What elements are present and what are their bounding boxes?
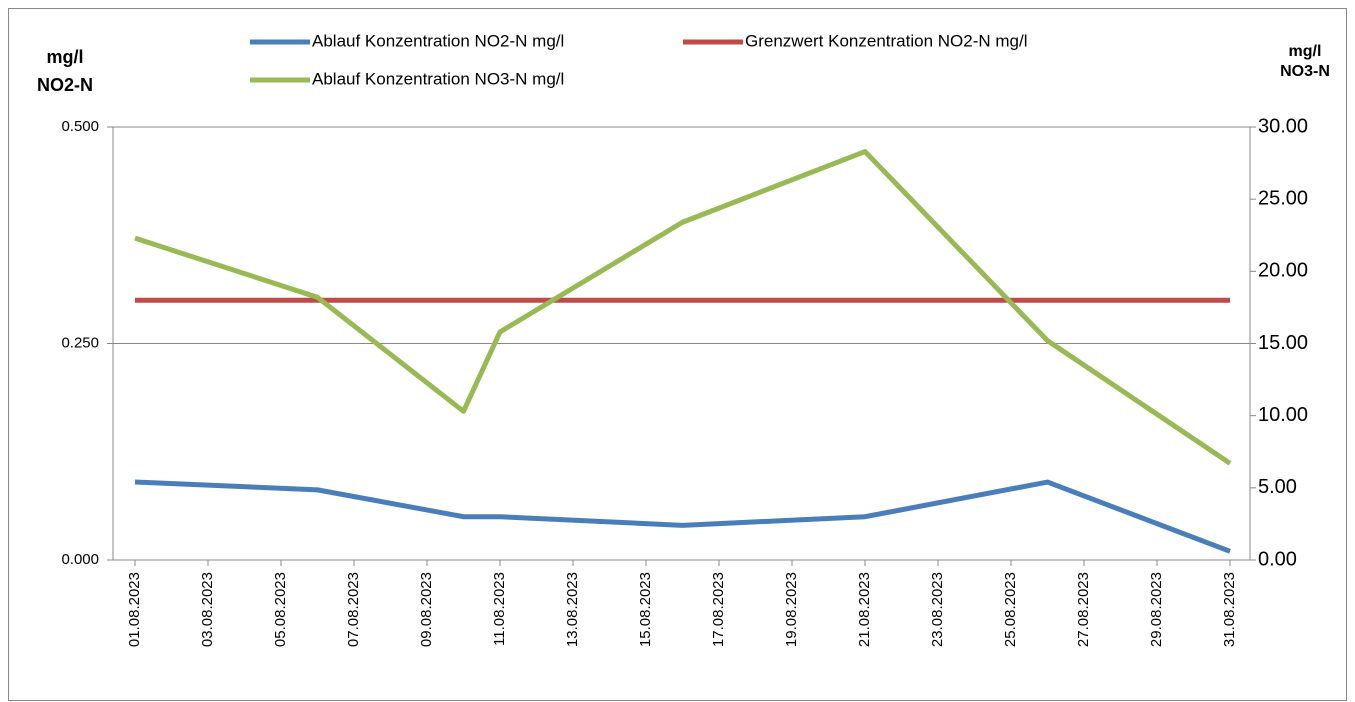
legend-label: Ablauf Konzentration NO3-N mg/l [312, 69, 564, 88]
x-tick-label: 09.08.2023 [418, 572, 435, 647]
y-axis-title: NO2-N [37, 75, 93, 95]
series-line [134, 479, 1231, 554]
x-tick-label: 01.08.2023 [126, 572, 143, 647]
x-tick-label: 27.08.2023 [1075, 572, 1092, 647]
y-tick-label: 0.500 [61, 118, 99, 135]
x-tick-label: 03.08.2023 [199, 572, 216, 647]
y2-tick-label: 30.00 [1258, 115, 1308, 137]
x-tick-label: 07.08.2023 [345, 572, 362, 647]
y2-tick-label: 25.00 [1258, 187, 1308, 209]
x-tick-label: 29.08.2023 [1148, 572, 1165, 647]
x-tick-label: 19.08.2023 [783, 572, 800, 647]
legend-label: Grenzwert Konzentration NO2-N mg/l [745, 31, 1028, 50]
x-tick-label: 31.08.2023 [1221, 572, 1238, 647]
y-tick-label: 0.250 [61, 334, 99, 351]
x-tick-label: 17.08.2023 [710, 572, 727, 647]
series-line [134, 149, 1232, 466]
y2-axis-title: mg/l [1289, 43, 1322, 60]
x-tick-label: 13.08.2023 [564, 572, 581, 647]
y2-tick-label: 15.00 [1258, 332, 1308, 354]
x-tick-label: 15.08.2023 [637, 572, 654, 647]
x-tick-label: 05.08.2023 [272, 572, 289, 647]
legend-label: Ablauf Konzentration NO2-N mg/l [312, 31, 564, 50]
x-tick-label: 21.08.2023 [856, 572, 873, 647]
x-tick-label: 23.08.2023 [929, 572, 946, 647]
chart-frame [8, 8, 1347, 701]
y2-tick-label: 0.00 [1258, 548, 1297, 570]
y-tick-label: 0.000 [61, 551, 99, 568]
y2-tick-label: 5.00 [1258, 476, 1297, 498]
y2-tick-label: 10.00 [1258, 404, 1308, 426]
x-tick-label: 11.08.2023 [491, 572, 508, 646]
y2-tick-label: 20.00 [1258, 260, 1308, 282]
x-tick-label: 25.08.2023 [1002, 572, 1019, 647]
y-axis-title: mg/l [46, 47, 83, 67]
y2-axis-title: NO3-N [1280, 63, 1330, 80]
